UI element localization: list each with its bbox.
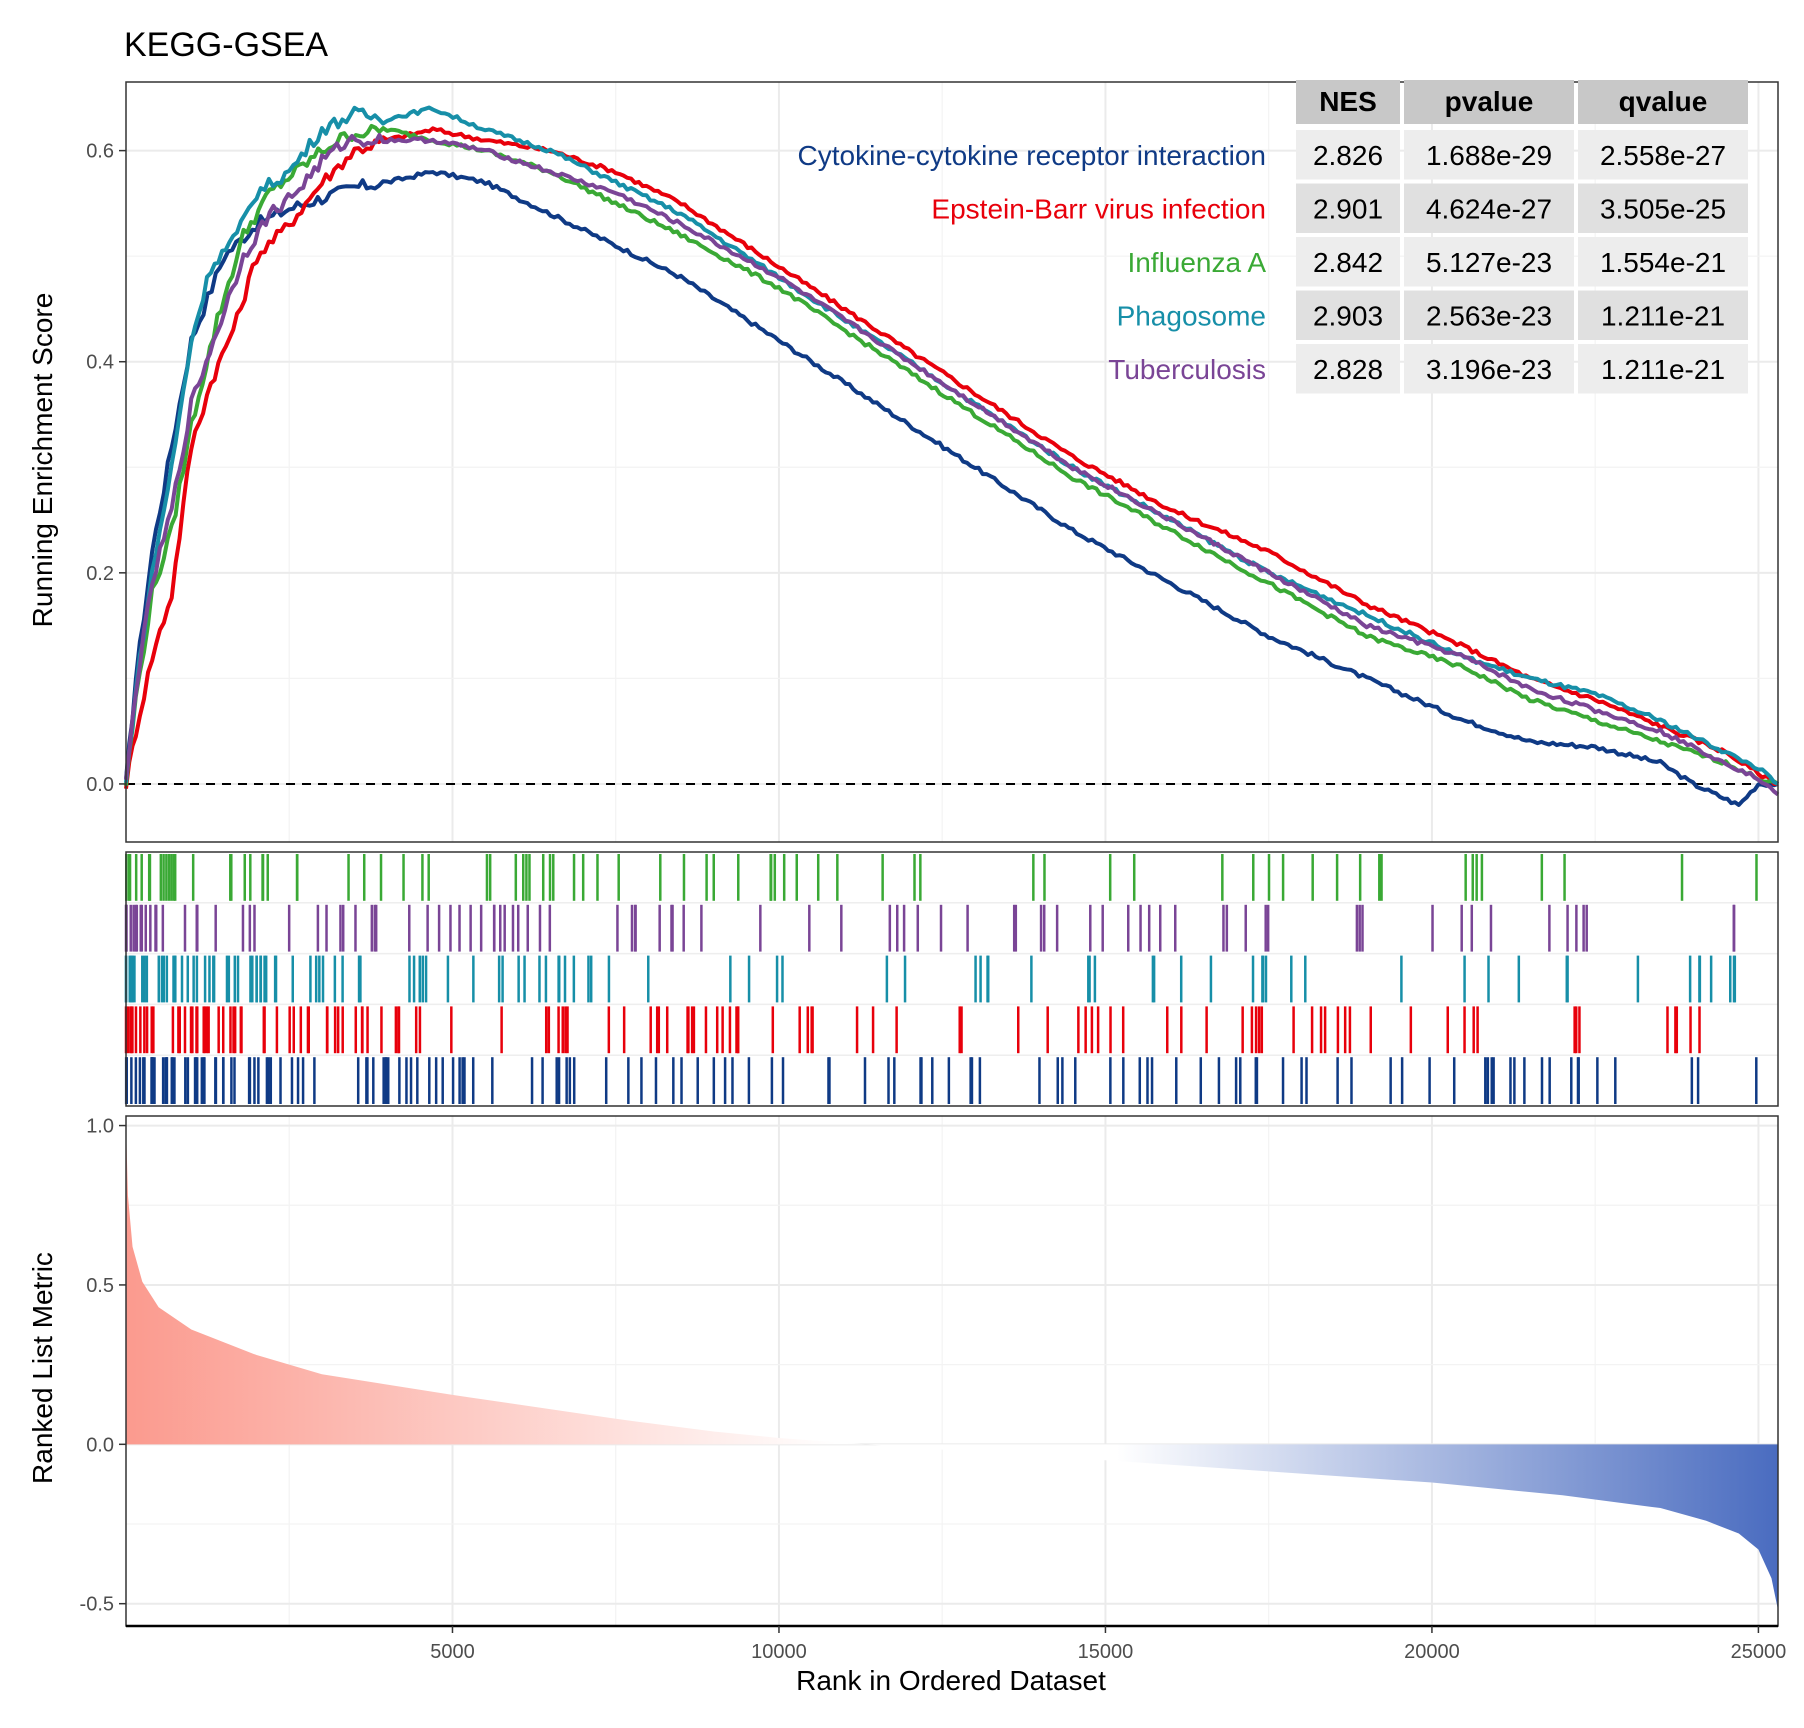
table-cell	[1296, 290, 1400, 340]
y-tick-label: 1.0	[86, 1116, 114, 1138]
table-cell-value: 1.688e-29	[1426, 140, 1552, 171]
panel-frame-1	[125, 81, 1779, 843]
x-tick-label: 25000	[1731, 1641, 1787, 1663]
table-cell-value: 2.558e-27	[1600, 140, 1726, 171]
table-cell-value: 2.826	[1313, 140, 1383, 171]
table-cell-value: 5.127e-23	[1426, 247, 1552, 278]
table-cell-value: 2.828	[1313, 354, 1383, 385]
table-cell	[1296, 237, 1400, 287]
hit-ticks-layer	[124, 854, 1758, 1104]
legend-label: Cytokine-cytokine receptor interaction	[798, 140, 1266, 171]
legend-label: Tuberculosis	[1108, 354, 1266, 385]
panel-background-3	[126, 1116, 1778, 1626]
table-cell	[1404, 344, 1574, 394]
table-cell-value: 2.563e-23	[1426, 301, 1552, 332]
table-cell-value: 4.624e-27	[1426, 194, 1552, 225]
table-cell-value: 3.196e-23	[1426, 354, 1552, 385]
running-score-line	[124, 123, 1780, 786]
y-tick-label: 0.0	[86, 1434, 114, 1456]
legend-label: Epstein-Barr virus infection	[931, 194, 1266, 225]
table-cell	[1578, 183, 1748, 233]
table-cell	[1296, 344, 1400, 394]
x-tick-label: 15000	[1078, 1641, 1134, 1663]
table-cell-value: 1.554e-21	[1600, 247, 1726, 278]
legend-label: Influenza A	[1127, 247, 1266, 278]
y-tick-label: 0.2	[86, 563, 114, 585]
table-cell	[1578, 344, 1748, 394]
panel-frames-layer	[125, 81, 1779, 1628]
running-score-line	[124, 170, 1779, 807]
running-score-line	[124, 133, 1780, 797]
table-cell-value: 2.903	[1313, 301, 1383, 332]
table-cell	[1404, 183, 1574, 233]
running-score-layer	[124, 105, 1780, 807]
table-cell-value: 3.505e-25	[1600, 194, 1726, 225]
table-cell	[1296, 130, 1400, 180]
table-header-label: pvalue	[1445, 86, 1534, 117]
table-cell-value: 2.901	[1313, 194, 1383, 225]
x-tick-label: 20000	[1404, 1641, 1460, 1663]
table-cell	[1296, 183, 1400, 233]
y-tick-label: 0.0	[86, 774, 114, 796]
table-header-cell	[1404, 80, 1574, 124]
table-cell	[1578, 130, 1748, 180]
running-score-line	[124, 126, 1779, 789]
x-tick-label: 10000	[751, 1641, 807, 1663]
x-axis-title: Rank in Ordered Dataset	[796, 1665, 1106, 1696]
legend-label: Phagosome	[1117, 301, 1266, 332]
table-header-cell	[1578, 80, 1748, 124]
running-score-y-axis-title: Running Enrichment Score	[27, 293, 58, 628]
y-tick-label: -0.5	[80, 1594, 114, 1616]
table-cell	[1578, 290, 1748, 340]
table-cell	[1404, 290, 1574, 340]
ranked-metric-y-axis-title: Ranked List Metric	[27, 1252, 58, 1484]
y-tick-label: 0.5	[86, 1275, 114, 1297]
table-header-label: NES	[1319, 86, 1377, 117]
table-cell	[1578, 237, 1748, 287]
x-tick-label: 5000	[430, 1641, 475, 1663]
axes-layer: 0.0 0.2 0.4 0.6 -0.5 0.0 0.5 1.0 5000 10000 15000 2…	[80, 141, 1787, 1663]
table-header-label: qvalue	[1619, 86, 1708, 117]
chart-title: KEGG-GSEA	[124, 26, 328, 64]
panel-background-2	[126, 852, 1778, 1106]
table-cell-value: 1.211e-21	[1601, 354, 1725, 385]
y-tick-label: 0.4	[86, 352, 114, 374]
table-cell-value: 2.842	[1313, 247, 1383, 278]
table-cell-value: 1.211e-21	[1601, 301, 1725, 332]
table-header-cell	[1296, 80, 1400, 124]
legend-layer: NES pvalue qvalue Cytokine-cytokine recepto…	[798, 80, 1748, 394]
table-cell	[1404, 237, 1574, 287]
y-tick-label: 0.6	[86, 141, 114, 163]
table-cell	[1404, 130, 1574, 180]
panel-frame-2	[125, 851, 1779, 1107]
